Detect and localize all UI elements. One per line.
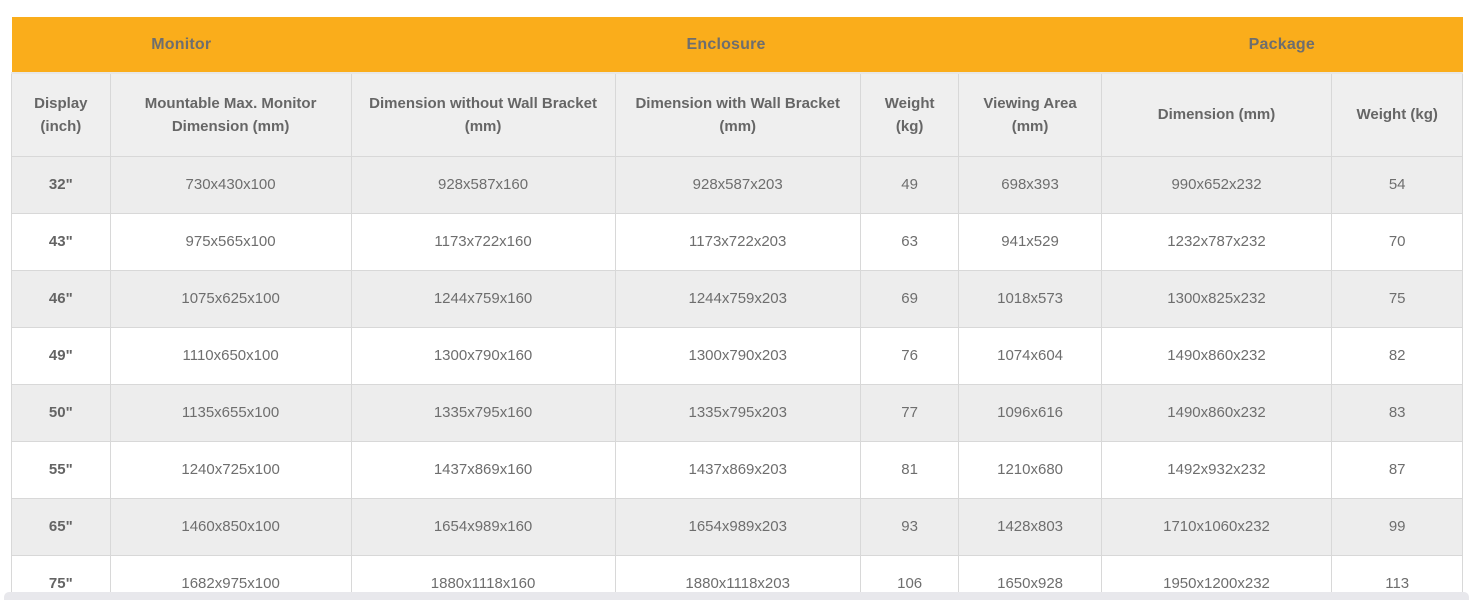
table-cell: 1173x722x203 [614,213,861,271]
table-cell: 1460x850x100 [109,498,352,556]
table-cell: 1437x869x160 [350,441,616,499]
table-cell: 76 [859,327,960,385]
table-row: 46" 1075x625x100 1244x759x160 1244x759x203 6… [11,270,1463,328]
spec-table-container: Monitor Enclosure Package Display (inch) Mo… [11,17,1463,600]
column-header: Weight (kg) [859,72,960,157]
spec-table-head: Monitor Enclosure Package Display (inch) Mo… [11,17,1463,157]
table-row: 50" 1135x655x100 1335x795x160 1335x795x203 7… [11,384,1463,442]
table-cell: 928x587x160 [350,156,616,214]
table-cell: 1710x1060x232 [1100,498,1333,556]
display-size-cell: 46" [11,270,111,328]
column-header: Dimension with Wall Bracket (mm) [614,72,861,157]
table-cell: 1135x655x100 [109,384,352,442]
spec-table: Monitor Enclosure Package Display (inch) Mo… [11,17,1463,600]
display-size-cell: 43" [11,213,111,271]
display-size-cell: 75" [11,555,111,600]
table-cell: 81 [859,441,960,499]
table-row: 32" 730x430x100 928x587x160 928x587x203 49 69… [11,156,1463,214]
spec-table-body: 32" 730x430x100 928x587x160 928x587x203 49 69… [11,156,1463,600]
display-size-cell: 32" [11,156,111,214]
table-cell: 928x587x203 [614,156,861,214]
table-cell: 1075x625x100 [109,270,352,328]
column-header: Viewing Area (mm) [958,72,1102,157]
display-size-cell: 65" [11,498,111,556]
table-cell: 1300x825x232 [1100,270,1333,328]
table-row: 43" 975x565x100 1173x722x160 1173x722x203 63… [11,213,1463,271]
table-cell: 1300x790x203 [614,327,861,385]
table-cell: 70 [1331,213,1463,271]
table-cell: 1110x650x100 [109,327,352,385]
column-header: Display (inch) [11,72,111,157]
table-cell: 93 [859,498,960,556]
column-header-row: Display (inch) Mountable Max. Monitor Dim… [11,72,1463,157]
table-cell: 1437x869x203 [614,441,861,499]
display-size-cell: 49" [11,327,111,385]
table-cell: 1654x989x160 [350,498,616,556]
table-row: 55" 1240x725x100 1437x869x160 1437x869x203 8… [11,441,1463,499]
table-cell: 1096x616 [958,384,1102,442]
table-cell: 1244x759x160 [350,270,616,328]
column-header: Dimension (mm) [1100,72,1333,157]
display-size-cell: 50" [11,384,111,442]
table-cell: 75 [1331,270,1463,328]
table-cell: 49 [859,156,960,214]
table-cell: 63 [859,213,960,271]
table-cell: 1654x989x203 [614,498,861,556]
table-cell: 1335x795x203 [614,384,861,442]
group-header-enclosure: Enclosure [351,17,1102,73]
group-header-row: Monitor Enclosure Package [11,17,1463,73]
table-cell: 941x529 [958,213,1102,271]
table-cell: 1232x787x232 [1100,213,1333,271]
table-cell: 69 [859,270,960,328]
table-cell: 1335x795x160 [350,384,616,442]
column-header: Mountable Max. Monitor Dimension (mm) [109,72,352,157]
table-cell: 83 [1331,384,1463,442]
column-header: Weight (kg) [1331,72,1463,157]
table-cell: 730x430x100 [109,156,352,214]
table-cell: 975x565x100 [109,213,352,271]
table-cell: 1240x725x100 [109,441,352,499]
group-header-package: Package [1101,17,1463,73]
table-cell: 87 [1331,441,1463,499]
table-cell: 1490x860x232 [1100,384,1333,442]
table-cell: 990x652x232 [1100,156,1333,214]
table-cell: 54 [1331,156,1463,214]
table-cell: 1428x803 [958,498,1102,556]
table-cell: 82 [1331,327,1463,385]
table-row: 49" 1110x650x100 1300x790x160 1300x790x203 7… [11,327,1463,385]
table-cell: 1244x759x203 [614,270,861,328]
table-cell: 698x393 [958,156,1102,214]
table-cell: 1018x573 [958,270,1102,328]
table-cell: 1210x680 [958,441,1102,499]
display-size-cell: 55" [11,441,111,499]
table-cell: 1490x860x232 [1100,327,1333,385]
column-header: Dimension without Wall Bracket (mm) [350,72,616,157]
group-header-monitor: Monitor [11,17,352,73]
table-cell: 77 [859,384,960,442]
table-cell: 1300x790x160 [350,327,616,385]
table-cell: 99 [1331,498,1463,556]
table-row: 65" 1460x850x100 1654x989x160 1654x989x203 9… [11,498,1463,556]
table-cell: 1074x604 [958,327,1102,385]
table-cell: 1492x932x232 [1100,441,1333,499]
table-cell: 1173x722x160 [350,213,616,271]
next-section-top-strip [4,592,1469,600]
